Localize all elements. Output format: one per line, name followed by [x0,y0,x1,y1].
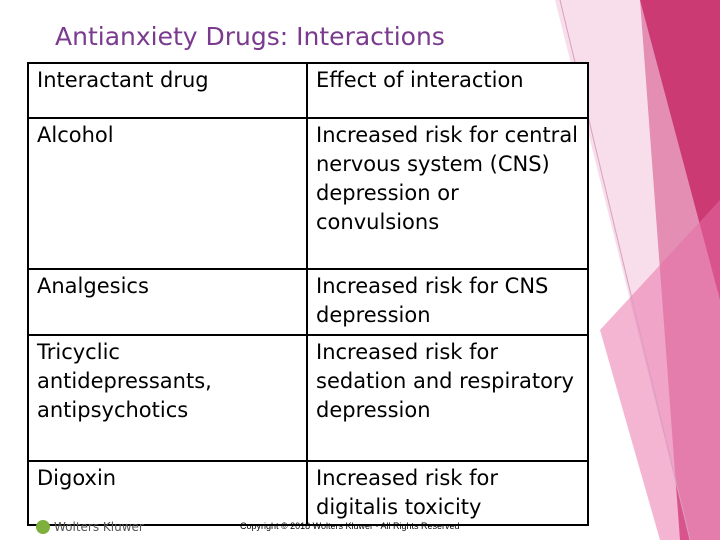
drug-cell: Analgesics [27,268,308,336]
table-row: Tricyclic antidepressants, antipsychotic… [27,334,589,462]
slide-title: Antianxiety Drugs: Interactions [55,22,445,51]
table-row: Alcohol Increased risk for central nervo… [27,117,589,270]
interaction-table: Interactant drug Effect of interaction A… [27,62,589,526]
header-cell: Effect of interaction [306,62,589,119]
effect-cell: Increased risk for central nervous syste… [306,117,589,270]
logo: Wolters Kluwer [36,520,144,534]
table-row: Digoxin Increased risk for digitalis tox… [27,460,589,526]
drug-cell: Tricyclic antidepressants, antipsychotic… [27,334,308,462]
logo-text: Wolters Kluwer [54,520,144,534]
header-cell: Interactant drug [27,62,308,119]
logo-mark [36,520,50,534]
table-row: Analgesics Increased risk for CNS depres… [27,268,589,336]
drug-cell: Alcohol [27,117,308,270]
drug-cell: Digoxin [27,460,308,526]
effect-cell: Increased risk for digitalis toxicity [306,460,589,526]
copyright: Copyright © 2018 Wolters Kluwer · All Ri… [240,521,460,531]
accent-shape [600,200,720,540]
header-row: Interactant drug Effect of interaction [27,62,589,119]
effect-cell: Increased risk for sedation and respirat… [306,334,589,462]
effect-cell: Increased risk for CNS depression [306,268,589,336]
